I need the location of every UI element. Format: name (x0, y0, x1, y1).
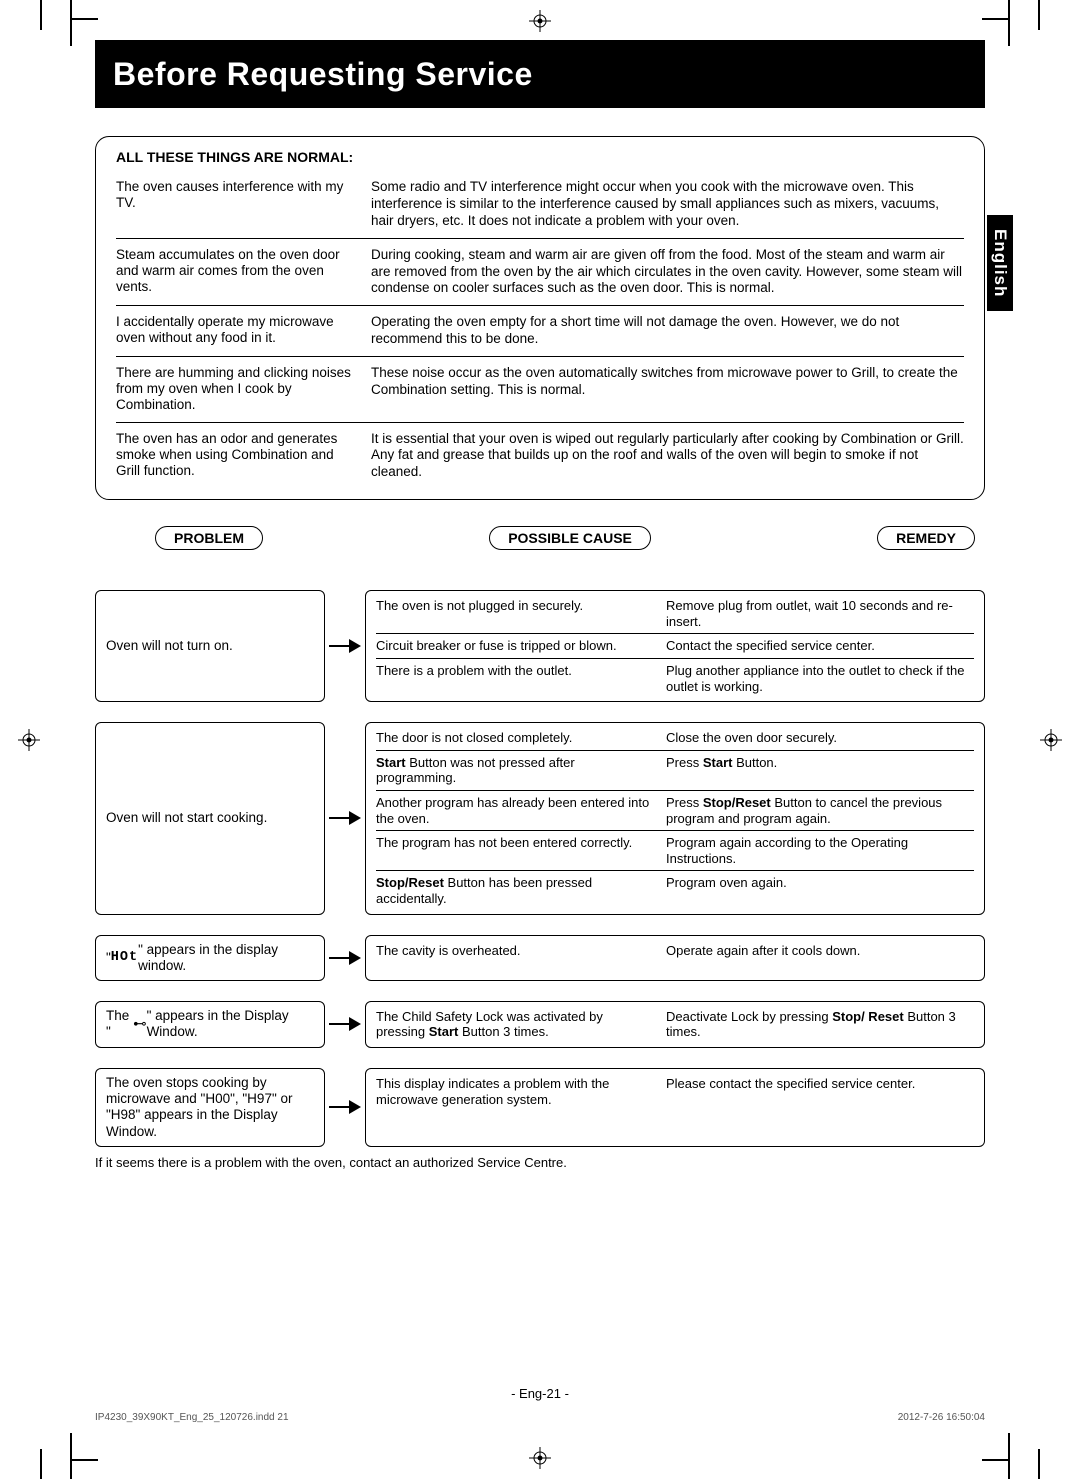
header-remedy: REMEDY (877, 526, 975, 550)
arrow-icon (325, 590, 365, 702)
registration-mark-icon (18, 729, 40, 751)
problem-box: "HOt" appears in the display window. (95, 935, 325, 981)
cause-remedy-box: The Child Safety Lock was activated by p… (365, 1001, 985, 1048)
possible-cause: This display indicates a problem with th… (376, 1076, 666, 1107)
cause-remedy-box: The door is not closed completely.Close … (365, 722, 985, 914)
possible-cause: The oven is not plugged in securely. (376, 598, 666, 629)
normal-issue: Steam accumulates on the oven door and w… (116, 247, 371, 298)
normal-explain: Some radio and TV interference might occ… (371, 179, 964, 230)
page-title-text: Before Requesting Service (113, 56, 533, 93)
problem-box: Oven will not start cooking. (95, 722, 325, 914)
remedy: Program oven again. (666, 875, 974, 906)
cause-remedy-box: The oven is not plugged in securely.Remo… (365, 590, 985, 702)
arrow-icon (325, 722, 365, 914)
problem-box: Oven will not turn on. (95, 590, 325, 702)
possible-cause: Start Button was not pressed after progr… (376, 755, 666, 786)
troubleshoot-group: The "⊷" appears in the Display Window. Th… (95, 1001, 985, 1048)
normal-explain: Operating the oven empty for a short tim… (371, 314, 964, 348)
arrow-icon (325, 935, 365, 981)
cause-remedy-row: The program has not been entered correct… (376, 831, 974, 871)
possible-cause: There is a problem with the outlet. (376, 663, 666, 694)
remedy: Remove plug from outlet, wait 10 seconds… (666, 598, 974, 629)
cause-remedy-row: The cavity is overheated.Operate again a… (376, 939, 974, 963)
normal-row: The oven has an odor and generates smoke… (116, 423, 964, 490)
normal-row: There are humming and clicking noises fr… (116, 357, 964, 423)
cause-remedy-box: The cavity is overheated.Operate again a… (365, 935, 985, 981)
normal-heading: ALL THESE THINGS ARE NORMAL: (116, 149, 964, 165)
normal-issue: I accidentally operate my microwave oven… (116, 314, 371, 348)
cause-remedy-row: This display indicates a problem with th… (376, 1072, 974, 1111)
troubleshoot-headers: PROBLEM POSSIBLE CAUSE REMEDY (95, 526, 985, 550)
arrow-icon (325, 1001, 365, 1048)
cause-remedy-row: The Child Safety Lock was activated by p… (376, 1005, 974, 1044)
normal-explain: During cooking, steam and warm air are g… (371, 247, 964, 298)
cause-remedy-row: Stop/Reset Button has been pressed accid… (376, 871, 974, 910)
possible-cause: Stop/Reset Button has been pressed accid… (376, 875, 666, 906)
cause-remedy-row: There is a problem with the outlet.Plug … (376, 659, 974, 698)
possible-cause: The Child Safety Lock was activated by p… (376, 1009, 666, 1040)
remedy: Operate again after it cools down. (666, 943, 974, 959)
possible-cause: Another program has already been entered… (376, 795, 666, 826)
possible-cause: The door is not closed completely. (376, 730, 666, 746)
normal-explain: It is essential that your oven is wiped … (371, 431, 964, 482)
cause-remedy-row: The oven is not plugged in securely.Remo… (376, 594, 974, 634)
possible-cause: The program has not been entered correct… (376, 835, 666, 866)
remedy: Please contact the specified service cen… (666, 1076, 974, 1107)
troubleshoot-group: Oven will not turn on. The oven is not pl… (95, 590, 985, 702)
normal-issue: There are humming and clicking noises fr… (116, 365, 371, 414)
normal-issue: The oven has an odor and generates smoke… (116, 431, 371, 482)
possible-cause: Circuit breaker or fuse is tripped or bl… (376, 638, 666, 654)
possible-cause: The cavity is overheated. (376, 943, 666, 959)
normal-issue: The oven causes interference with my TV. (116, 179, 371, 230)
remedy: Program again according to the Operating… (666, 835, 974, 866)
cause-remedy-row: Another program has already been entered… (376, 791, 974, 831)
language-tab: English (987, 215, 1013, 311)
cause-remedy-row: Circuit breaker or fuse is tripped or bl… (376, 634, 974, 659)
troubleshoot-group: Oven will not start cooking. The door is … (95, 722, 985, 914)
troubleshoot-group: "HOt" appears in the display window. The … (95, 935, 985, 981)
cause-remedy-row: The door is not closed completely.Close … (376, 726, 974, 751)
remedy: Deactivate Lock by pressing Stop/ Reset … (666, 1009, 974, 1040)
page-number: - Eng-21 - (95, 1386, 985, 1401)
registration-mark-icon (529, 10, 551, 32)
normal-row: Steam accumulates on the oven door and w… (116, 239, 964, 307)
troubleshoot-group: The oven stops cooking by microwave and … (95, 1068, 985, 1147)
registration-mark-icon (529, 1447, 551, 1469)
normal-explain: These noise occur as the oven automatica… (371, 365, 964, 414)
remedy: Press Stop/Reset Button to cancel the pr… (666, 795, 974, 826)
normal-row: The oven causes interference with my TV.… (116, 171, 964, 239)
remedy: Press Start Button. (666, 755, 974, 786)
footer-filename: IP4230_39X90KT_Eng_25_120726.indd 21 (95, 1412, 289, 1423)
problem-box: The "⊷" appears in the Display Window. (95, 1001, 325, 1048)
cause-remedy-row: Start Button was not pressed after progr… (376, 751, 974, 791)
normal-row: I accidentally operate my microwave oven… (116, 306, 964, 357)
arrow-icon (325, 1068, 365, 1147)
remedy: Plug another appliance into the outlet t… (666, 663, 974, 694)
registration-mark-icon (1040, 729, 1062, 751)
cause-remedy-box: This display indicates a problem with th… (365, 1068, 985, 1147)
header-cause: POSSIBLE CAUSE (489, 526, 651, 550)
footer-timestamp: 2012-7-26 16:50:04 (898, 1412, 985, 1423)
remedy: Contact the specified service center. (666, 638, 974, 654)
normal-things-box: ALL THESE THINGS ARE NORMAL: The oven ca… (95, 136, 985, 500)
footnote: If it seems there is a problem with the … (95, 1155, 985, 1170)
problem-box: The oven stops cooking by microwave and … (95, 1068, 325, 1147)
remedy: Close the oven door securely. (666, 730, 974, 746)
header-problem: PROBLEM (155, 526, 263, 550)
page-title: Before Requesting Service (95, 40, 985, 108)
